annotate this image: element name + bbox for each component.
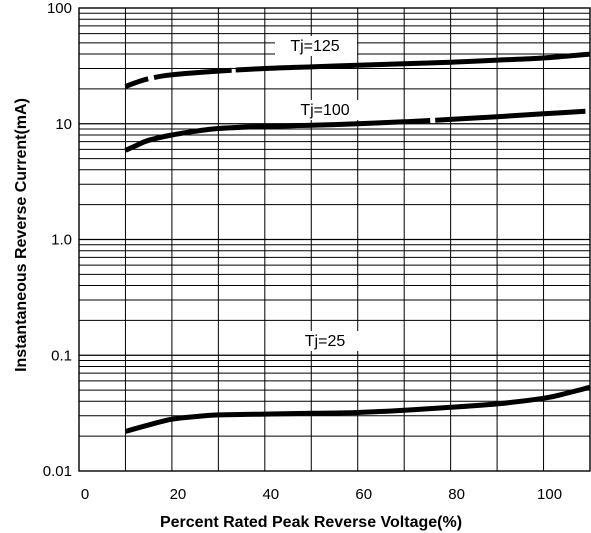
y-tick-label: 100 — [47, 0, 72, 17]
series-label-background — [286, 100, 366, 120]
x-tick-label: 0 — [81, 486, 89, 503]
x-tick-label: 80 — [448, 486, 465, 503]
series-layer: Tj=125 Tj=100 Tj=25 — [124, 36, 591, 434]
x-tick-label: 100 — [537, 486, 562, 503]
series-line-1 — [124, 51, 591, 89]
x-tick-label: 20 — [170, 486, 187, 503]
y-tick-label: 1.0 — [51, 232, 72, 249]
series-label-background — [275, 36, 357, 56]
plot-frame — [78, 7, 591, 472]
series-label-3: Tj=25 — [305, 333, 346, 350]
x-axis-title: Percent Rated Peak Reverse Voltage(%) — [160, 514, 462, 531]
y-tick-label: 10 — [55, 116, 72, 133]
plot-border — [78, 7, 591, 472]
series-label-background — [292, 331, 360, 351]
series-line-2 — [124, 108, 586, 153]
grid — [79, 8, 590, 471]
series-label-1: Tj=125 — [290, 38, 339, 55]
tick-labels: 0 20 40 60 80 100 100 10 1.0 0.1 0.01 — [43, 0, 562, 503]
y-tick-label: 0.1 — [51, 347, 72, 364]
x-tick-label: 60 — [355, 486, 372, 503]
series-label-2: Tj=100 — [300, 102, 349, 119]
y-axis-title: Instantaneous Reverse Current(mA) — [13, 98, 30, 372]
series-line-3 — [124, 384, 591, 434]
y-tick-label: 0.01 — [43, 463, 72, 480]
x-tick-label: 40 — [262, 486, 279, 503]
